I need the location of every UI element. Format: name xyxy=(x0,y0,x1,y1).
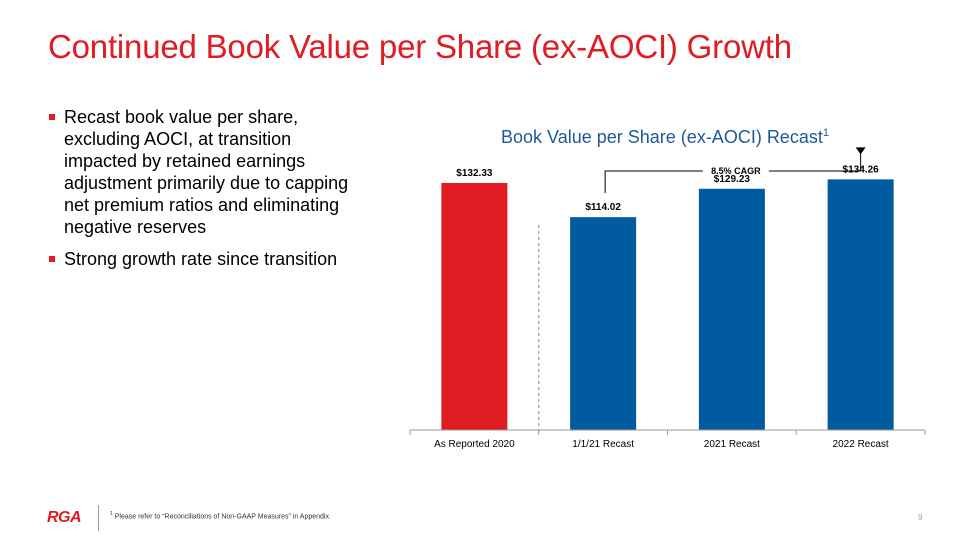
bullet-item: Strong growth rate since transition xyxy=(48,248,368,270)
bar xyxy=(570,217,637,430)
bar xyxy=(441,182,508,430)
data-label: $132.33 xyxy=(456,168,493,179)
footnote-marker: 1 xyxy=(110,511,113,517)
page-number: 9 xyxy=(918,513,923,522)
tick-label: 1/1/21 Recast xyxy=(572,439,634,450)
footer-divider xyxy=(98,505,99,531)
cagr-annotation: 8.5% CAGR xyxy=(711,166,761,176)
tick-label: As Reported 2020 xyxy=(434,439,515,450)
chart-title-superscript: 1 xyxy=(822,127,829,139)
data-label: $114.02 xyxy=(585,202,621,213)
footnote-text: Please refer to “Reconciliations of Non-… xyxy=(114,513,331,521)
footnote: 1 Please refer to “Reconciliations of No… xyxy=(110,511,331,520)
cagr-arrowhead xyxy=(855,147,866,155)
cagr-connector-right xyxy=(768,149,862,172)
cagr-connector-left xyxy=(604,170,703,194)
page-title: Continued Book Value per Share (ex-AOCI)… xyxy=(48,28,792,65)
bar xyxy=(827,179,894,430)
bullet-item: Recast book value per share, excluding A… xyxy=(48,106,368,238)
tick-label: 2022 Recast xyxy=(833,439,889,450)
chart-title: Book Value per Share (ex-AOCI) Recast1 xyxy=(430,127,900,148)
rga-logo: RGA xyxy=(47,509,82,526)
bar xyxy=(698,188,765,430)
bullet-list: Recast book value per share, excluding A… xyxy=(48,106,368,280)
data-label: $129.23 xyxy=(714,174,751,185)
tick-label: 2021 Recast xyxy=(704,439,760,450)
chart-title-text: Book Value per Share (ex-AOCI) Recast xyxy=(501,127,823,147)
